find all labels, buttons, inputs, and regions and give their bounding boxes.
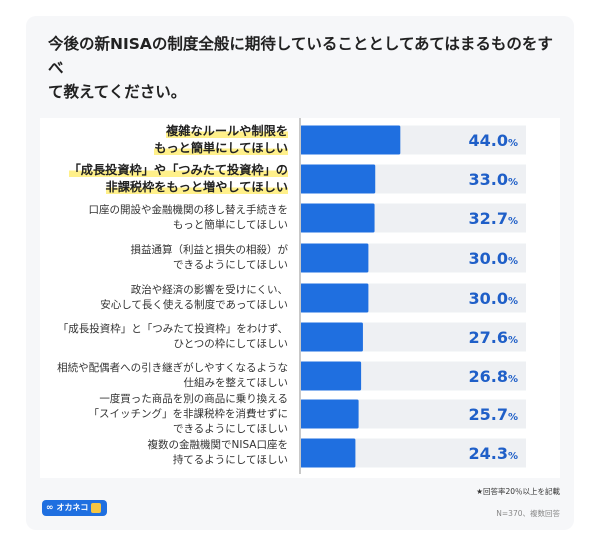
category-label-text: 「成長投資枠」や「つみたて投資枠」の xyxy=(68,163,288,177)
category-label-line: 複数の金融機関でNISA口座を xyxy=(38,438,289,453)
category-label-text: 複数の金融機関でNISA口座を xyxy=(147,439,289,451)
category-label-text: できるようにしてほしい xyxy=(173,259,288,271)
category-label-line: 非課税枠をもっと増やしてほしい xyxy=(38,179,288,196)
bar xyxy=(300,164,376,194)
category-label-line: ひとつの枠にしてほしい xyxy=(38,337,288,352)
category-label-line: もっと簡単にしてほしい xyxy=(38,218,288,233)
data-label: 26.8% xyxy=(468,367,518,386)
title-line-1: 今後の新NISAの制度全般に期待していることとしてあてはまるものをすべ xyxy=(48,35,553,77)
data-label: 24.3% xyxy=(468,444,518,463)
category-label-line: もっと簡単にしてほしい xyxy=(38,140,288,157)
category-label: 政治や経済の影響を受けにくい、安心して長く使える制度であってほしい xyxy=(38,283,288,313)
cat-mascot-icon xyxy=(91,503,102,513)
category-label-line: 政治や経済の影響を受けにくい、 xyxy=(38,283,288,298)
data-label: 27.6% xyxy=(468,328,518,347)
data-label: 30.0% xyxy=(468,249,518,268)
category-label-line: できるようにしてほしい xyxy=(38,422,288,437)
category-label: 一度買った商品を別の商品に乗り換える「スイッチング」を非課税枠を消費せずにできる… xyxy=(38,392,289,437)
category-label-text: できるようにしてほしい xyxy=(173,422,288,435)
category-label-text: ひとつの枠にしてほしい xyxy=(173,338,288,350)
chart-title: 今後の新NISAの制度全般に期待していることとしてあてはまるものをすべ て教えて… xyxy=(48,32,558,104)
category-label-line: 安心して長く使える制度であってほしい xyxy=(38,298,288,313)
data-label: 25.7% xyxy=(468,405,518,424)
category-label-line: 「成長投資枠」や「つみたて投資枠」の xyxy=(38,162,288,179)
category-label-line: 損益通算（利益と損失の相殺）が xyxy=(38,243,289,258)
category-label-text: 仕組みを整えてほしい xyxy=(183,377,288,389)
category-label-line: 相続や配偶者への引き継ぎがしやすくなるような xyxy=(38,361,288,376)
category-label-line: 持てるようにしてほしい xyxy=(38,453,288,468)
category-label-text: 安心して長く使える制度であってほしい xyxy=(100,299,288,311)
category-label-text: 口座の開設や金融機関の移し替え手続きを xyxy=(88,204,289,216)
axis-line xyxy=(299,118,301,474)
category-label: 損益通算（利益と損失の相殺）ができるようにしてほしい xyxy=(38,243,289,273)
category-label-text: もっと簡単にしてほしい xyxy=(154,141,288,155)
data-label: 30.0% xyxy=(468,289,518,308)
bar xyxy=(300,361,362,391)
category-label-text: 複雑なルールや制限を xyxy=(166,124,288,138)
category-label: 相続や配偶者への引き継ぎがしやすくなるような仕組みを整えてほしい xyxy=(38,361,288,391)
category-label-line: 口座の開設や金融機関の移し替え手続きを xyxy=(38,203,289,218)
category-label-text: もっと簡単にしてほしい xyxy=(172,219,288,231)
category-label-text: 「スイッチング」を非課税枠を消費せずに xyxy=(88,407,289,420)
data-label: 32.7% xyxy=(468,209,518,228)
category-label: 口座の開設や金融機関の移し替え手続きをもっと簡単にしてほしい xyxy=(38,203,289,233)
category-label-line: 複雑なルールや制限を xyxy=(38,123,288,140)
title-line-2: て教えてください。 xyxy=(48,83,187,101)
category-label-text: 一度買った商品を別の商品に乗り換える xyxy=(99,392,288,405)
category-label-text: 非課税枠をもっと増やしてほしい xyxy=(105,180,288,194)
category-label-line: 「スイッチング」を非課税枠を消費せずに xyxy=(38,407,289,422)
category-label-line: 一度買った商品を別の商品に乗り換える xyxy=(38,392,288,407)
data-label: 33.0% xyxy=(468,170,518,189)
okaneco-logo: ∞ オカネコ xyxy=(42,500,108,516)
bar xyxy=(300,399,359,429)
category-label-line: できるようにしてほしい xyxy=(38,258,288,273)
category-label: 「成長投資枠」や「つみたて投資枠」の非課税枠をもっと増やしてほしい xyxy=(38,162,288,196)
category-label-text: 損益通算（利益と損失の相殺）が xyxy=(130,244,289,256)
category-label-line: 仕組みを整えてほしい xyxy=(38,376,288,391)
sample-note: N=370、複数回答 xyxy=(496,509,560,518)
logo-mark: ∞ xyxy=(46,503,54,513)
data-label: 44.0% xyxy=(468,131,518,150)
bar xyxy=(300,125,401,155)
bar xyxy=(300,322,363,352)
footnote: ★回答率20％以上を記載 xyxy=(476,487,560,496)
category-label: 複数の金融機関でNISA口座を持てるようにしてほしい xyxy=(38,438,289,468)
bar xyxy=(300,243,369,273)
category-label-line: 「成長投資枠」と「つみたて投資枠」をわけず、 xyxy=(38,322,288,337)
bar xyxy=(300,283,369,313)
category-label-text: 相続や配偶者への引き継ぎがしやすくなるような xyxy=(57,362,288,374)
category-label: 複雑なルールや制限をもっと簡単にしてほしい xyxy=(38,123,288,157)
bar xyxy=(300,203,375,233)
category-label: 「成長投資枠」と「つみたて投資枠」をわけず、ひとつの枠にしてほしい xyxy=(38,322,288,352)
category-label-text: 「成長投資枠」と「つみたて投資枠」をわけず、 xyxy=(57,323,288,335)
category-label-text: 持てるようにしてほしい xyxy=(172,454,288,466)
logo-text: オカネコ xyxy=(56,503,89,512)
bar xyxy=(300,438,356,468)
category-label-text: 政治や経済の影響を受けにくい、 xyxy=(130,284,288,296)
